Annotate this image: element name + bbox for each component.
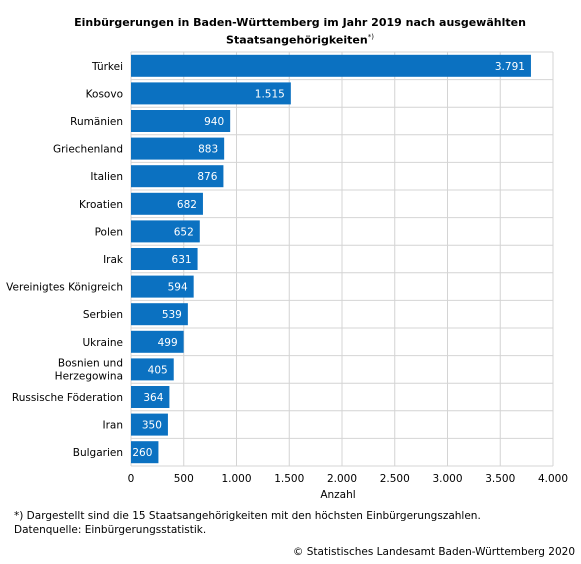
- category-label: Polen: [95, 226, 123, 238]
- category-label: Vereinigtes Königreich: [6, 282, 123, 294]
- copyright: © Statistisches Landesamt Baden-Württemb…: [292, 546, 575, 558]
- bar: [131, 303, 188, 326]
- x-tick-label: 3.500: [485, 473, 515, 485]
- bar: [131, 165, 224, 188]
- bar-value-label: 1.515: [255, 88, 285, 100]
- category-label: Italien: [90, 171, 123, 183]
- category-label: Ukraine: [82, 337, 123, 349]
- bar-value-label: 682: [177, 199, 197, 211]
- footnote-line2: Datenquelle: Einbürgerungsstatistik.: [14, 524, 207, 536]
- bar: [131, 413, 168, 436]
- category-label: Bulgarien: [73, 447, 123, 459]
- chart-title-line2: Staatsangehörigkeiten*): [0, 30, 581, 48]
- category-label-line: Bosnien und: [58, 357, 123, 369]
- bar-value-label: 405: [148, 364, 168, 376]
- x-tick-label: 2.500: [380, 473, 410, 485]
- bar: [131, 54, 531, 77]
- bar-value-label: 652: [174, 226, 194, 238]
- category-label: Bosnien und Herzegowina: [55, 357, 123, 382]
- category-label: Irak: [103, 254, 124, 266]
- bar: [131, 386, 170, 408]
- x-axis-title: Anzahl: [320, 489, 355, 501]
- x-tick-label: 1.000: [221, 473, 251, 485]
- bar: [131, 137, 225, 160]
- bar-value-label: 539: [162, 309, 182, 321]
- category-label: Russische Föderation: [12, 392, 123, 404]
- category-label: Türkei: [91, 61, 123, 73]
- bar: [131, 441, 159, 464]
- bar: [131, 110, 231, 132]
- bar: [131, 358, 174, 381]
- x-tick-label: 2.000: [327, 473, 357, 485]
- x-tick-label: 3.000: [432, 473, 462, 485]
- category-label: Kroatien: [79, 199, 123, 211]
- x-tick-label: 1.500: [274, 473, 304, 485]
- category-label: Serbien: [83, 309, 123, 321]
- chart-title-line1: Einbürgerungen in Baden-Württemberg im J…: [74, 16, 526, 29]
- bar: [131, 220, 200, 243]
- category-label: Rumänien: [70, 116, 123, 128]
- chart-title: Einbürgerungen in Baden-Württemberg im J…: [0, 16, 581, 48]
- x-tick-label: 4.000: [538, 473, 568, 485]
- bar-value-label: 364: [143, 392, 163, 404]
- category-label: Griechenland: [53, 144, 123, 156]
- category-label: Iran: [102, 420, 123, 432]
- bar: [131, 192, 203, 215]
- chart-title-line2-text: Staatsangehörigkeiten: [226, 33, 368, 47]
- bar: [131, 330, 184, 353]
- bar-value-label: 499: [158, 337, 178, 349]
- bar: [131, 248, 198, 270]
- bar-value-label: 631: [172, 254, 192, 266]
- footnote: *) Dargestellt sind die 15 Staatsangehör…: [14, 509, 481, 537]
- x-tick-label: 0: [128, 473, 135, 485]
- bar-value-label: 260: [132, 447, 152, 459]
- bar-value-label: 350: [142, 420, 162, 432]
- bar-value-label: 940: [204, 116, 224, 128]
- x-tick-label: 500: [174, 473, 194, 485]
- bar: [131, 82, 291, 105]
- category-label-line: Herzegowina: [55, 370, 123, 382]
- bar-value-label: 3.791: [495, 61, 525, 73]
- footnote-line1: *) Dargestellt sind die 15 Staatsangehör…: [14, 510, 481, 522]
- bar-value-label: 876: [197, 171, 217, 183]
- bar: [131, 275, 194, 298]
- footnote-marker: *): [367, 33, 374, 41]
- bar-value-label: 594: [168, 282, 188, 294]
- bar-chart: 0 500 1.000 1.500 2.000 2.500 3.000 3.500 4.000 3…: [6, 51, 568, 501]
- category-label: Kosovo: [86, 88, 123, 100]
- bar-value-label: 883: [198, 144, 218, 156]
